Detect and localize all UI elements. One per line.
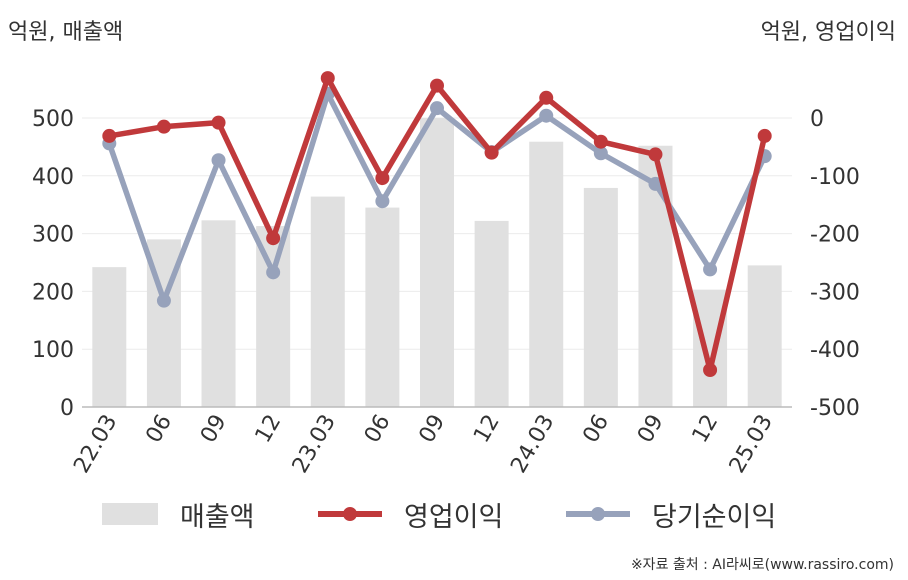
x-tick-label-8: 24.03 bbox=[506, 411, 559, 478]
right-axis-ticks: 0 -100 -200 -300 -400 -500 bbox=[810, 107, 860, 421]
bar-revenue-12 bbox=[747, 265, 782, 407]
bar-revenue-4 bbox=[310, 196, 345, 407]
x-tick-label-0: 22.03 bbox=[69, 411, 122, 478]
bar-revenue-8 bbox=[529, 141, 564, 407]
right-tick-label-4: -400 bbox=[810, 338, 860, 363]
left-tick-label-4: 400 bbox=[32, 165, 74, 190]
x-tick-label-1: 06 bbox=[141, 411, 177, 448]
left-tick-label-2: 200 bbox=[32, 280, 74, 305]
point-operating-profit-2 bbox=[211, 115, 226, 130]
left-tick-label-1: 100 bbox=[32, 338, 74, 363]
x-tick-label-6: 09 bbox=[415, 411, 451, 448]
legend-item-net-income: 당기순이익 bbox=[566, 494, 776, 534]
x-tick-label-11: 12 bbox=[688, 411, 724, 448]
legend-swatch-operating-profit bbox=[318, 507, 382, 521]
chart: 0 100 200 300 400 500 0 -100 -200 -300 -400 -500 2… bbox=[32, 71, 860, 478]
left-tick-label-0: 0 bbox=[60, 396, 74, 421]
point-operating-profit-3 bbox=[266, 231, 281, 246]
bar-revenue-0 bbox=[92, 267, 127, 407]
x-tick-label-10: 09 bbox=[633, 411, 669, 448]
x-tick-label-7: 12 bbox=[469, 410, 505, 447]
point-net-income-3 bbox=[266, 265, 281, 280]
left-tick-label-3: 300 bbox=[32, 223, 74, 248]
point-operating-profit-8 bbox=[539, 90, 554, 105]
bar-revenue-2 bbox=[201, 220, 236, 407]
legend-label-operating-profit: 영업이익 bbox=[404, 501, 504, 533]
x-tick-label-4: 23.03 bbox=[288, 411, 341, 478]
point-operating-profit-6 bbox=[430, 78, 444, 93]
x-tick-label-2: 09 bbox=[196, 411, 232, 448]
point-net-income-5 bbox=[375, 194, 390, 209]
legend-swatch-revenue bbox=[102, 503, 158, 525]
point-net-income-10 bbox=[648, 176, 663, 191]
x-tick-label-3: 12 bbox=[251, 411, 287, 448]
legend-label-net-income: 당기순이익 bbox=[652, 501, 777, 533]
legend-label-revenue: 매출액 bbox=[180, 501, 255, 533]
point-net-income-6 bbox=[430, 101, 444, 116]
point-net-income-11 bbox=[703, 262, 718, 277]
source-note: ※자료 출처 : AI라씨로(www.rassiro.com) bbox=[630, 557, 894, 573]
left-axis-ticks: 0 100 200 300 400 500 bbox=[32, 107, 74, 421]
left-tick-label-5: 500 bbox=[32, 107, 74, 132]
x-tick-label-12: 25.03 bbox=[725, 411, 778, 478]
point-operating-profit-11 bbox=[703, 363, 718, 378]
point-operating-profit-12 bbox=[757, 128, 772, 143]
point-net-income-8 bbox=[539, 108, 554, 123]
bar-revenue-11 bbox=[693, 289, 728, 407]
right-tick-label-5: -500 bbox=[810, 396, 860, 421]
point-operating-profit-9 bbox=[593, 134, 608, 149]
point-net-income-9 bbox=[593, 146, 608, 161]
point-operating-profit-4 bbox=[320, 71, 335, 86]
point-operating-profit-7 bbox=[484, 145, 499, 160]
right-axis-unit-label: 억원, 영업이익 bbox=[760, 20, 896, 45]
legend-item-operating-profit: 영업이익 bbox=[318, 494, 503, 534]
x-axis-ticks: 22.03 06 09 12 23.03 06 09 12 24.03 06 09 12 25.03 bbox=[69, 410, 778, 477]
point-operating-profit-10 bbox=[648, 147, 663, 162]
bar-revenue-7 bbox=[474, 220, 509, 407]
right-tick-label-2: -200 bbox=[810, 223, 860, 248]
bar-revenue-9 bbox=[583, 187, 618, 407]
legend: 매출액 영업이익 당기순이익 bbox=[0, 494, 908, 534]
right-tick-label-3: -300 bbox=[810, 280, 860, 305]
point-operating-profit-0 bbox=[102, 128, 117, 143]
point-net-income-2 bbox=[211, 153, 226, 168]
right-tick-label-0: 0 bbox=[810, 107, 824, 132]
right-tick-label-1: -100 bbox=[810, 165, 860, 190]
legend-item-revenue: 매출액 bbox=[102, 494, 255, 534]
left-axis-unit-label: 억원, 매출액 bbox=[8, 20, 124, 45]
bar-revenue-6 bbox=[420, 118, 454, 407]
legend-swatch-net-income bbox=[566, 507, 630, 521]
point-operating-profit-5 bbox=[375, 171, 390, 186]
point-net-income-1 bbox=[156, 293, 171, 308]
line-series bbox=[102, 71, 772, 378]
point-operating-profit-1 bbox=[156, 119, 171, 134]
bar-revenue-3 bbox=[256, 226, 291, 407]
bar-series bbox=[92, 118, 782, 407]
x-tick-label-5: 06 bbox=[360, 411, 396, 448]
x-tick-label-9: 06 bbox=[578, 411, 614, 448]
bar-revenue-5 bbox=[365, 207, 400, 407]
